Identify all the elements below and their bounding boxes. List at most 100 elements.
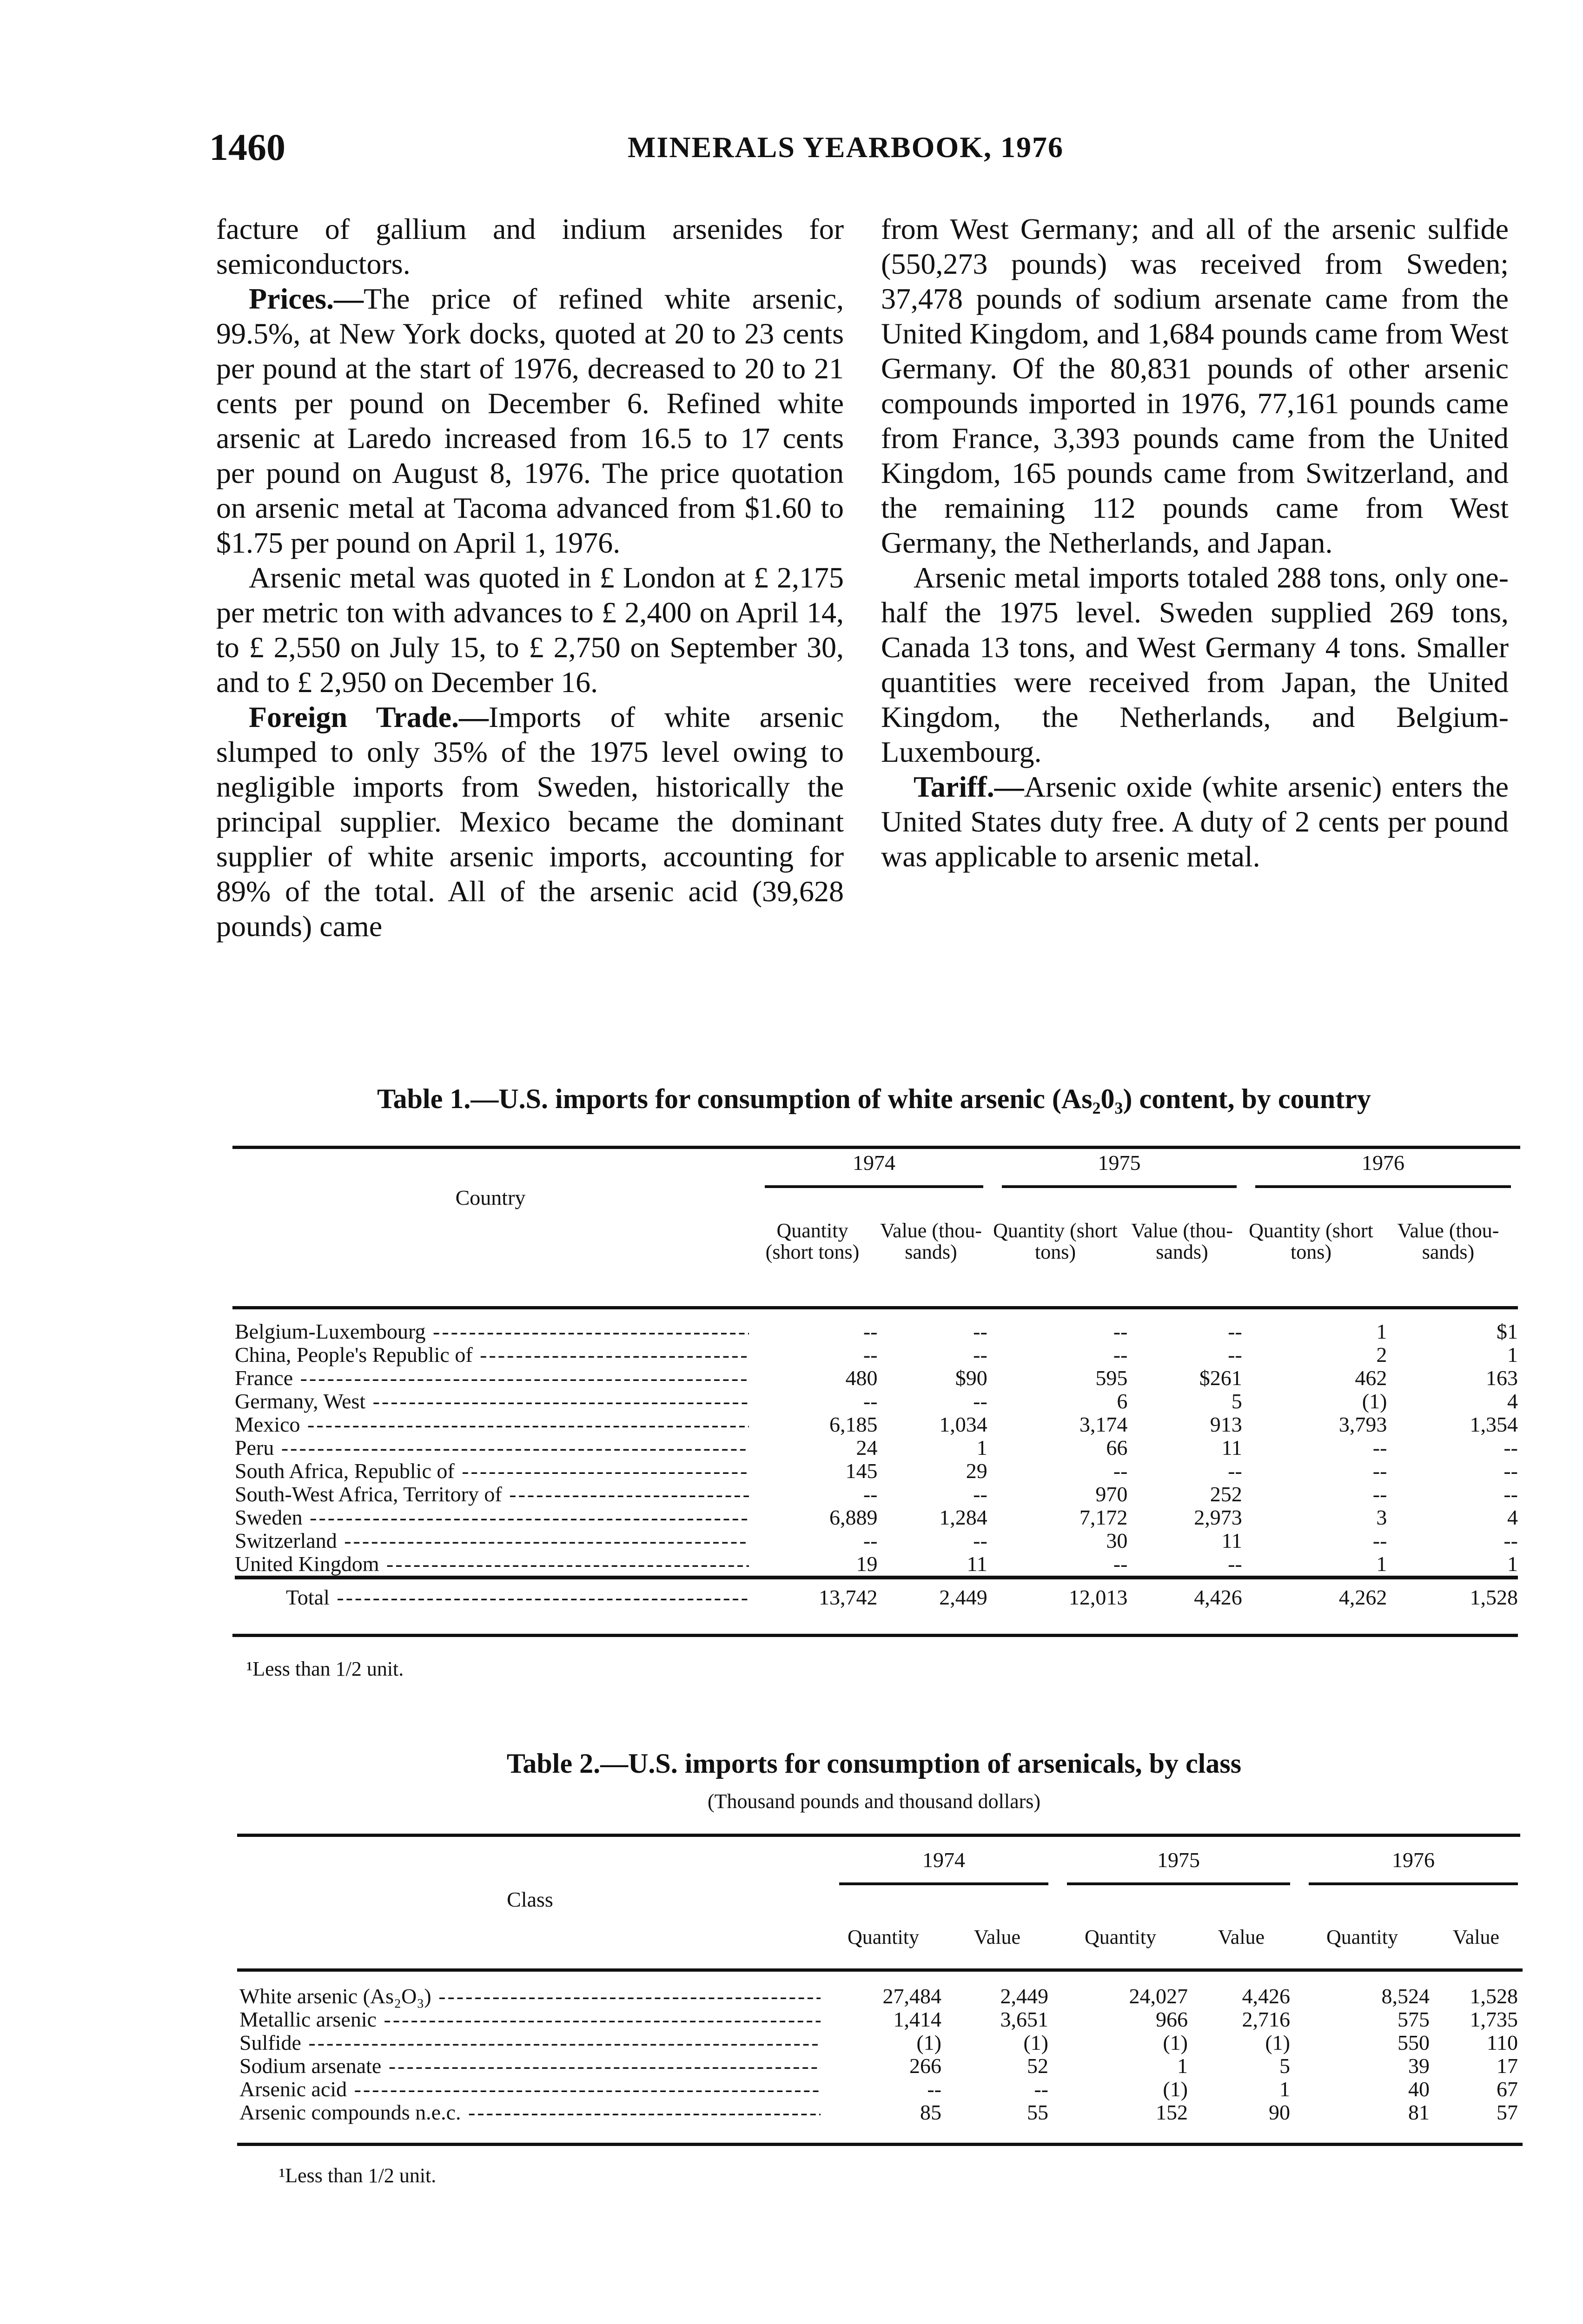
paragraph-text: Arsenic oxide (white arsenic) enters the…	[881, 770, 1509, 873]
paragraph: Prices.—The price of refined white arsen…	[216, 281, 844, 560]
leader-dots: ----------------------------------------…	[354, 2078, 821, 2101]
cell-value: 970	[1095, 1482, 1128, 1506]
total-value: 2,449	[939, 1585, 987, 1609]
row-label: South-West Africa, Territory of	[235, 1483, 502, 1506]
year-rule	[839, 1882, 1048, 1885]
table2: White arsenic (As₂O₃) ------------------…	[239, 1985, 1518, 2124]
sub-header: Value (thou-sands)	[1131, 1219, 1233, 1263]
leader-dots: ----------------------------------------…	[344, 1529, 749, 1552]
cell-value: --	[973, 1343, 987, 1367]
leader-dots: ----------------------------------------…	[300, 1367, 749, 1390]
cell-value: --	[973, 1529, 987, 1552]
cell-value: 6,889	[829, 1505, 878, 1529]
cell-value: --	[1504, 1482, 1518, 1506]
cell-value: 24,027	[1129, 1984, 1188, 2008]
cell-value: --	[1228, 1320, 1242, 1343]
year-header: 1975	[1098, 1151, 1141, 1175]
cell-value: 8,524	[1381, 1984, 1430, 2008]
total-value: 1,528	[1470, 1585, 1518, 1609]
table1: Belgium-Luxembourg ---------------------…	[235, 1320, 1518, 1609]
table-bottom-rule	[232, 1634, 1518, 1637]
leader-dots: ----------------------------------------…	[310, 1506, 749, 1529]
cell-value: 266	[909, 2054, 941, 2078]
total-label: Total	[286, 1585, 330, 1609]
table-row: Arsenic acid ---------------------------…	[239, 2078, 1518, 2101]
cell-value: 1,735	[1470, 2007, 1518, 2031]
row-label: China, People's Republic of	[235, 1343, 473, 1367]
paragraph: Foreign Trade.—Imports of white arsenic …	[216, 700, 844, 944]
table1-title: Table 1.—U.S. imports for consumption of…	[377, 1083, 1371, 1114]
cell-value: 55	[1027, 2100, 1048, 2124]
cell-value: --	[1113, 1552, 1128, 1576]
leader-dots: ----------------------------------------…	[281, 1436, 749, 1459]
sub-header: Value	[1218, 1926, 1265, 1948]
sub-header: Quantity	[848, 1926, 919, 1948]
table-row: Peru -----------------------------------…	[235, 1436, 1518, 1459]
cell-value: --	[1504, 1436, 1518, 1459]
table-row: South-West Africa, Territory of --------…	[235, 1483, 1518, 1506]
cell-value: 252	[1210, 1482, 1242, 1506]
cell-value: 480	[845, 1366, 878, 1390]
cell-value: 17	[1497, 2054, 1518, 2078]
sub-header: Quantity (short tons)	[993, 1219, 1118, 1263]
sub-header: Quantity (short tons)	[1249, 1219, 1373, 1263]
row-label: Metallic arsenic	[239, 2008, 377, 2031]
cell-value: --	[1504, 1529, 1518, 1552]
cell-value: 2,973	[1194, 1505, 1242, 1529]
cell-value: --	[927, 2077, 941, 2101]
year-header: 1975	[1157, 1848, 1200, 1872]
total-row: Total ----------------------------------…	[235, 1578, 1518, 1609]
paragraph-text: Arsenic metal was quoted in £ London at …	[216, 561, 844, 699]
cell-value: 66	[1106, 1436, 1128, 1459]
table-row: Sweden ---------------------------------…	[235, 1506, 1518, 1529]
year-rule	[1067, 1882, 1290, 1885]
row-label: White arsenic (As₂O₃)	[239, 1985, 431, 2008]
cell-value: 575	[1398, 2007, 1430, 2031]
paragraph: Tariff.—Arsenic oxide (white arsenic) en…	[881, 769, 1509, 874]
leader-dots: ----------------------------------------…	[307, 1413, 749, 1436]
cell-value: 1,414	[893, 2007, 942, 2031]
cell-value: --	[1372, 1482, 1387, 1506]
cell-value: (1)	[1265, 2031, 1290, 2054]
total-value: 13,742	[819, 1585, 878, 1609]
cell-value: 24	[856, 1436, 878, 1459]
table1-footnote: ¹Less than 1/2 unit.	[246, 1657, 404, 1680]
cell-value: 2,716	[1242, 2007, 1291, 2031]
column-header-label: Country	[455, 1186, 526, 1209]
leader-dots: ----------------------------------------…	[480, 1343, 749, 1367]
cell-value: --	[973, 1482, 987, 1506]
leader-dots: ----------------------------------------…	[388, 2054, 821, 2078]
cell-value: --	[863, 1529, 878, 1552]
column-header-label: Class	[507, 1888, 553, 1911]
cell-value: 1	[1279, 2077, 1290, 2101]
leader-dots: ----------------------------------------…	[386, 1552, 749, 1576]
cell-value: --	[1113, 1459, 1128, 1483]
cell-value: 2	[1376, 1343, 1387, 1367]
cell-value: 4,426	[1242, 1984, 1291, 2008]
table1-top-rule	[232, 1146, 1520, 1149]
cell-value: (1)	[1023, 2031, 1048, 2054]
row-label: Mexico	[235, 1413, 300, 1436]
year-header: 1976	[1362, 1151, 1404, 1175]
leader-dots: ----------------------------------------…	[438, 1985, 821, 2008]
year-header: 1976	[1392, 1848, 1435, 1872]
paragraph: Arsenic metal was quoted in £ London at …	[216, 560, 844, 700]
cell-value: (1)	[1163, 2077, 1188, 2101]
paragraph-heading: Tariff.—	[914, 770, 1024, 803]
cell-value: --	[1034, 2077, 1048, 2101]
leader-dots: ----------------------------------------…	[462, 1459, 749, 1483]
cell-value: --	[1372, 1436, 1387, 1459]
cell-value: 85	[920, 2100, 941, 2124]
paragraph: Arsenic metal imports totaled 288 tons, …	[881, 560, 1509, 769]
table-row: Belgium-Luxembourg ---------------------…	[235, 1320, 1518, 1343]
sub-header: Quantity	[1326, 1926, 1398, 1948]
total-value: 12,013	[1068, 1585, 1128, 1609]
cell-value: --	[1113, 1343, 1128, 1367]
table-row: Metallic arsenic -----------------------…	[239, 2008, 1518, 2031]
cell-value: --	[1372, 1459, 1387, 1483]
sub-header: Quantity (short tons)	[765, 1219, 860, 1263]
cell-value: 1,528	[1470, 1984, 1518, 2008]
row-label: Peru	[235, 1436, 274, 1459]
table-row: Mexico ---------------------------------…	[235, 1413, 1518, 1436]
total-value: 4,262	[1338, 1585, 1387, 1609]
